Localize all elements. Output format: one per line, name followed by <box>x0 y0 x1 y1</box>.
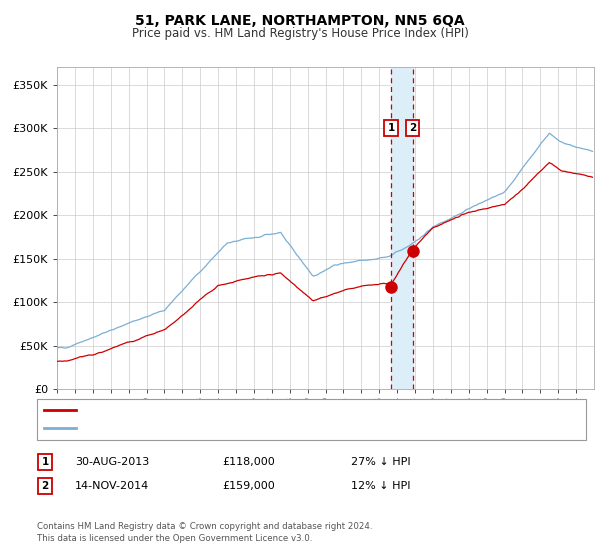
Text: 30-AUG-2013: 30-AUG-2013 <box>75 457 149 467</box>
Text: Contains HM Land Registry data © Crown copyright and database right 2024.
This d: Contains HM Land Registry data © Crown c… <box>37 522 373 543</box>
Text: 27% ↓ HPI: 27% ↓ HPI <box>351 457 410 467</box>
Text: 1: 1 <box>388 123 395 133</box>
Text: 12% ↓ HPI: 12% ↓ HPI <box>351 481 410 491</box>
Text: 51, PARK LANE, NORTHAMPTON, NN5 6QA (semi-detached house): 51, PARK LANE, NORTHAMPTON, NN5 6QA (sem… <box>81 405 423 415</box>
Text: HPI: Average price, semi-detached house, West Northamptonshire: HPI: Average price, semi-detached house,… <box>81 423 427 433</box>
Text: £159,000: £159,000 <box>222 481 275 491</box>
Text: Price paid vs. HM Land Registry's House Price Index (HPI): Price paid vs. HM Land Registry's House … <box>131 27 469 40</box>
Text: 14-NOV-2014: 14-NOV-2014 <box>75 481 149 491</box>
Text: 2: 2 <box>41 481 49 491</box>
Text: 1: 1 <box>41 457 49 467</box>
Text: £118,000: £118,000 <box>222 457 275 467</box>
Bar <box>391 67 413 389</box>
Text: 2: 2 <box>409 123 416 133</box>
Text: 51, PARK LANE, NORTHAMPTON, NN5 6QA: 51, PARK LANE, NORTHAMPTON, NN5 6QA <box>135 14 465 28</box>
